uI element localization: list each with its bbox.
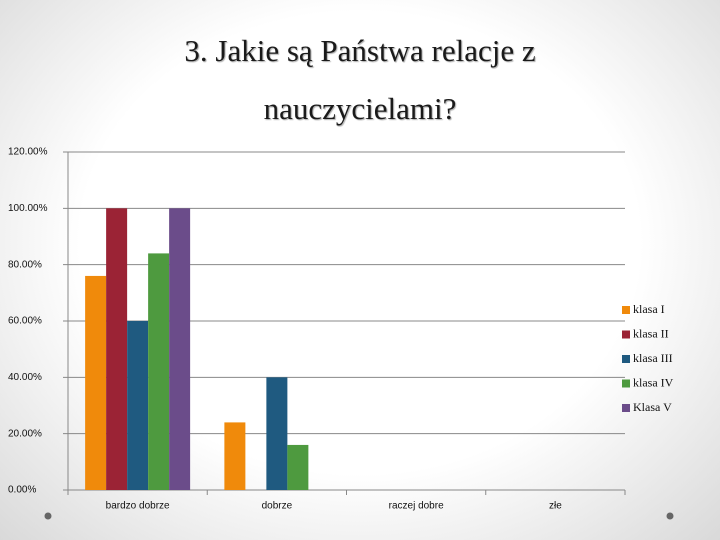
bar [287, 444, 309, 490]
legend-swatch [622, 404, 630, 412]
y-tick-label: 80.00% [8, 259, 42, 270]
x-tick-label: raczej dobre [389, 501, 444, 512]
decoration-dot [666, 512, 674, 520]
x-tick-label: bardzo dobrze [106, 501, 170, 512]
bar [127, 321, 149, 490]
legend-swatch [622, 306, 630, 314]
y-tick-label: 20.00% [8, 428, 42, 439]
legend-swatch [622, 330, 630, 339]
bar [224, 422, 246, 490]
legend-label: klasa I [633, 302, 665, 316]
bar [85, 275, 107, 490]
legend-label: klasa II [633, 326, 669, 340]
bar [266, 377, 288, 490]
legend-label: Klasa V [633, 400, 672, 414]
chart-title: 3. Jakie są Państwa relacje z nauczyciel… [184, 33, 536, 126]
x-tick-label: dobrze [262, 501, 293, 512]
legend-label: klasa III [633, 351, 673, 365]
y-tick-label: 120.00% [8, 147, 48, 158]
legend-swatch [622, 355, 630, 363]
legend-label: klasa IV [633, 375, 674, 389]
y-tick-label: 100.00% [8, 203, 48, 214]
y-tick-label: 40.00% [8, 372, 42, 383]
y-tick-label: 0.00% [8, 485, 36, 496]
bar [106, 208, 128, 491]
bar [169, 208, 191, 491]
decoration-dot [44, 512, 52, 520]
x-tick-label: złe [549, 501, 562, 512]
y-tick-label: 60.00% [8, 316, 42, 327]
legend-swatch [622, 379, 630, 388]
bar [148, 253, 170, 490]
